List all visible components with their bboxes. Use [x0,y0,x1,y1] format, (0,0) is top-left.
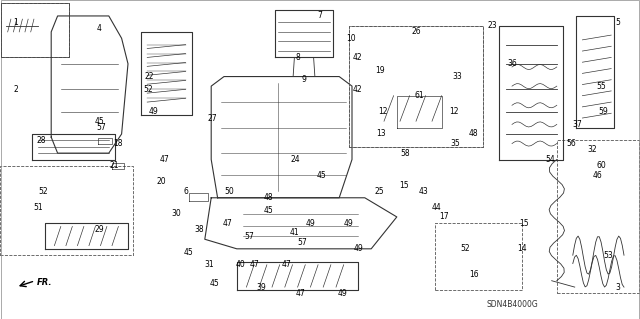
Text: 47: 47 [222,219,232,228]
Bar [0,166,133,255]
Text: 45: 45 [209,279,220,288]
Text: 5: 5 [615,18,620,27]
Text: FR.: FR. [37,278,52,287]
Text: 48: 48 [468,130,479,138]
Text: 59: 59 [598,107,608,116]
Text: 47: 47 [296,289,306,298]
Bar [349,26,483,147]
Text: 47: 47 [282,260,292,269]
Text: 4: 4 [97,24,102,33]
Bar [557,140,639,293]
Text: SDN4B4000G: SDN4B4000G [486,300,538,309]
Text: 13: 13 [376,130,387,138]
Text: 49: 49 [353,244,364,253]
Text: 26: 26 [411,27,421,36]
Text: 12: 12 [378,107,387,116]
Text: 8: 8 [295,53,300,62]
Text: 36: 36 [507,59,517,68]
Text: 40: 40 [235,260,245,269]
Text: 30: 30 [171,209,181,218]
Text: 10: 10 [346,34,356,43]
Text: 46: 46 [592,171,602,180]
Text: 28: 28 [37,136,46,145]
Bar [1,3,69,57]
Text: 45: 45 [264,206,274,215]
Text: 7: 7 [317,11,323,20]
Text: 1: 1 [13,18,19,27]
Text: 45: 45 [94,117,104,126]
Text: 15: 15 [399,181,410,189]
Text: 50: 50 [224,187,234,196]
Text: 25: 25 [374,187,384,196]
Text: 14: 14 [516,244,527,253]
Text: 49: 49 [148,107,159,116]
Text: 44: 44 [431,203,442,212]
Text: 29: 29 [94,225,104,234]
Text: 52: 52 [143,85,154,94]
Text: 38: 38 [195,225,205,234]
Text: 27: 27 [207,114,218,122]
Text: 41: 41 [289,228,300,237]
Text: 3: 3 [615,283,620,292]
Bar [1,3,69,57]
Text: 18: 18 [114,139,123,148]
Text: 49: 49 [337,289,348,298]
Text: 57: 57 [297,238,307,247]
Text: 47: 47 [159,155,170,164]
Text: 6: 6 [183,187,188,196]
Text: 9: 9 [301,75,307,84]
Text: 15: 15 [518,219,529,228]
Text: 43: 43 [419,187,429,196]
Text: 23: 23 [488,21,498,30]
Text: 60: 60 [596,161,607,170]
Text: 16: 16 [468,270,479,279]
Text: 52: 52 [460,244,470,253]
Text: 49: 49 [344,219,354,228]
Text: 45: 45 [316,171,326,180]
Text: 33: 33 [452,72,462,81]
Text: 56: 56 [566,139,576,148]
Text: 57: 57 [96,123,106,132]
Bar [435,223,522,290]
Text: 54: 54 [545,155,556,164]
Text: 22: 22 [145,72,154,81]
Text: 55: 55 [596,82,607,91]
Text: 42: 42 [352,85,362,94]
Text: 2: 2 [13,85,19,94]
Text: 51: 51 [33,203,44,212]
Text: 47: 47 [250,260,260,269]
Text: 12: 12 [450,107,459,116]
Text: 21: 21 [109,161,118,170]
Text: 20: 20 [156,177,166,186]
Text: 32: 32 [587,145,597,154]
Text: 42: 42 [352,53,362,62]
Text: 19: 19 [375,66,385,75]
Text: 17: 17 [438,212,449,221]
Text: 48: 48 [264,193,274,202]
Text: 39: 39 [256,283,266,292]
Text: 35: 35 [451,139,461,148]
Text: 37: 37 [572,120,582,129]
Text: 45: 45 [184,248,194,256]
Text: 58: 58 [400,149,410,158]
Text: 52: 52 [38,187,49,196]
Text: 53: 53 [603,251,613,260]
Text: 49: 49 [305,219,316,228]
Text: 57: 57 [244,232,255,241]
Text: 24: 24 [291,155,301,164]
Text: 31: 31 [204,260,214,269]
Text: 61: 61 [414,91,424,100]
